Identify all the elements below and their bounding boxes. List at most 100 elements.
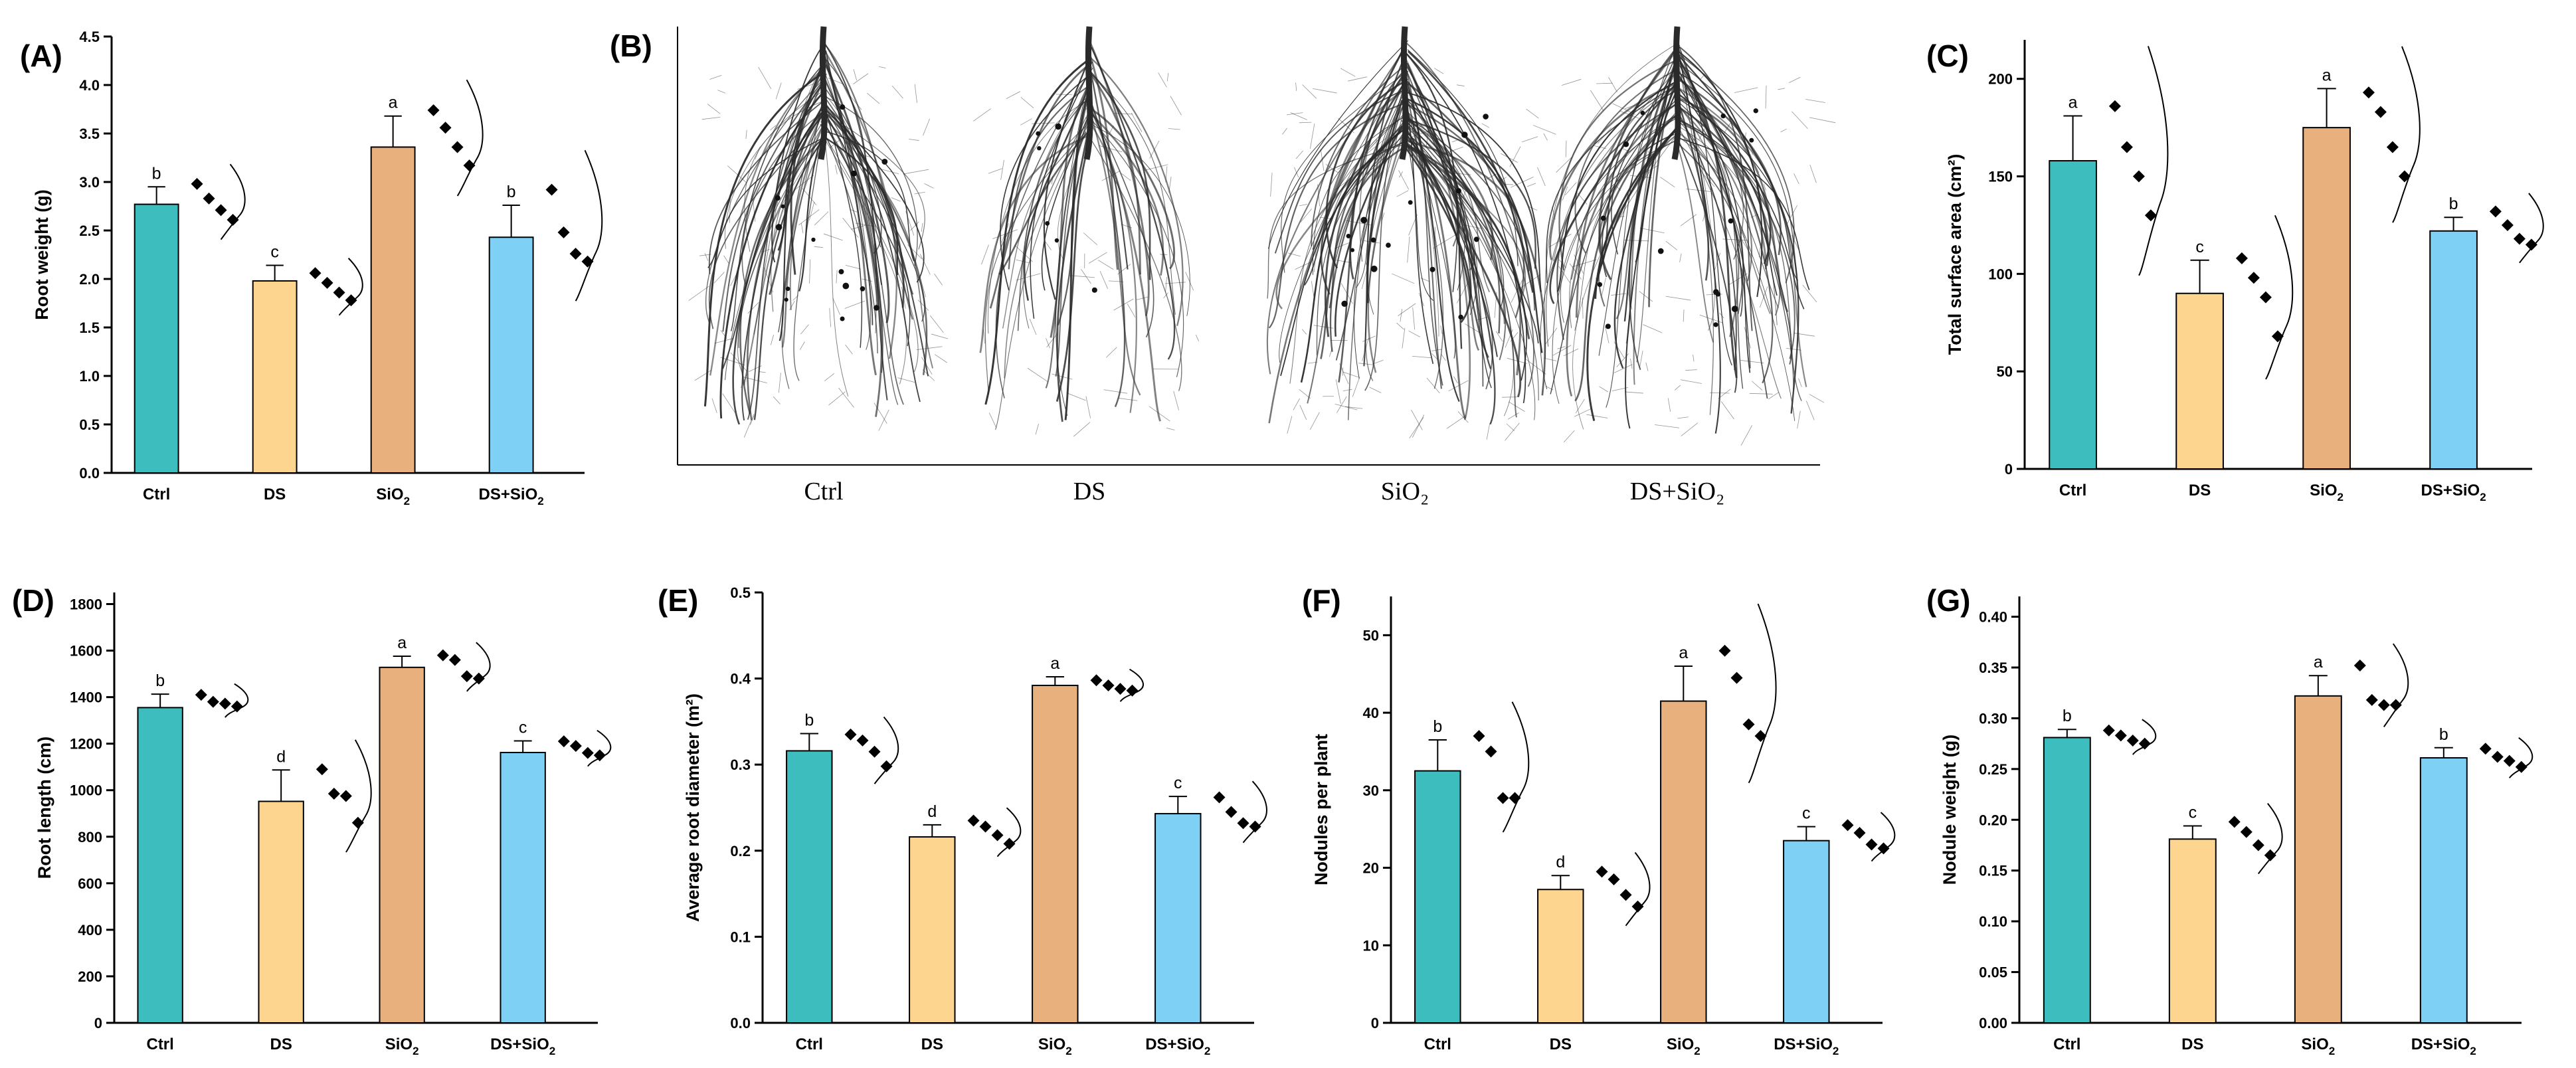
data-point: [2386, 141, 2399, 153]
root-hair: [1510, 332, 1518, 342]
y-tick-label: 50: [1997, 363, 2013, 380]
lateral-root: [823, 116, 933, 369]
root-hair: [1485, 248, 1490, 257]
root-hair: [1665, 296, 1691, 301]
root-hair: [1576, 300, 1581, 323]
root-hair: [1548, 233, 1572, 248]
root-hair: [1069, 275, 1095, 278]
root-hair: [1476, 316, 1489, 321]
data-point: [203, 192, 215, 205]
density-curve: [587, 729, 612, 767]
root-hair: [921, 357, 933, 375]
root-hair: [1334, 241, 1352, 249]
root-hair: [850, 209, 858, 213]
density-curve: [2257, 802, 2283, 875]
root-hair: [701, 117, 721, 120]
lateral-root: [824, 42, 888, 400]
root-hair: [1016, 259, 1030, 264]
root-hair: [1035, 423, 1039, 435]
y-tick-label: 200: [78, 968, 102, 985]
root-hair: [1453, 173, 1471, 175]
density-curve: [874, 716, 899, 784]
nodule: [1640, 110, 1645, 116]
root-hair: [1453, 376, 1458, 384]
y-tick-label: 10: [1363, 937, 1379, 954]
root-hair: [1117, 264, 1131, 275]
root-hair: [1509, 146, 1521, 167]
density-curve: [220, 163, 246, 240]
root-hair: [1624, 391, 1644, 394]
root-hair: [794, 137, 802, 152]
root-hair: [1106, 347, 1117, 358]
root-hair: [829, 139, 841, 149]
significance-letter: b: [2063, 707, 2072, 725]
bar-DS+SiO2: [488, 236, 534, 474]
data-point: [2120, 141, 2133, 153]
root-hair: [1738, 234, 1752, 256]
root-hair: [1121, 173, 1131, 181]
root-hair: [1340, 283, 1353, 304]
root-hair: [930, 315, 944, 333]
bar-Ctrl: [2043, 737, 2091, 1024]
root-hair: [1639, 165, 1659, 176]
panel-label-C: (C): [1926, 39, 1969, 73]
root-hair: [1044, 239, 1052, 250]
lateral-root: [1087, 105, 1141, 396]
x-tick-label-DS+SiO2: DS+SiO2: [1774, 1035, 1839, 1057]
root-hair: [1790, 333, 1792, 342]
root-hair: [714, 337, 734, 344]
root-hair: [1563, 430, 1575, 443]
root-hair: [1749, 393, 1773, 395]
root-hair: [694, 370, 711, 381]
root-hair: [1630, 358, 1633, 369]
data-point: [327, 787, 340, 800]
root-hair: [1412, 414, 1425, 438]
root-hair: [1388, 156, 1392, 163]
root-hair: [1508, 401, 1525, 412]
density-curve: [2519, 193, 2544, 264]
data-point: [1102, 679, 1115, 691]
lateral-root: [1268, 102, 1407, 329]
lateral-root: [1086, 46, 1119, 270]
lateral-root: [1088, 111, 1164, 276]
significance-letter: b: [155, 671, 165, 690]
root-hair: [1592, 145, 1606, 149]
y-tick-label: 0.40: [1979, 609, 2007, 626]
root-hair: [1805, 400, 1815, 420]
bar-DS+SiO2: [1154, 813, 1202, 1024]
root-hair: [1789, 76, 1801, 83]
lateral-root: [1329, 80, 1406, 352]
y-tick-label: 4.0: [79, 77, 100, 94]
lateral-root: [1002, 125, 1087, 329]
bar-DS+SiO2: [500, 751, 546, 1024]
data-point: [1003, 838, 1016, 850]
bar-Ctrl: [2049, 160, 2097, 470]
root-hair: [1797, 410, 1801, 429]
lateral-root: [1030, 66, 1092, 319]
root-hair: [1611, 387, 1629, 392]
root-hair: [688, 286, 709, 301]
root-hair: [1797, 332, 1799, 347]
root-hair: [1702, 213, 1706, 222]
root-hair: [792, 295, 799, 301]
lateral-root: [823, 54, 877, 376]
lateral-root: [824, 64, 890, 323]
root-hair: [723, 255, 729, 264]
root-hair: [835, 165, 838, 175]
root-hair: [988, 412, 997, 428]
root-hair: [1448, 380, 1469, 392]
nodule: [1713, 289, 1719, 295]
root-hair: [1545, 386, 1554, 391]
root-hair: [1693, 354, 1695, 362]
root-hair: [1686, 189, 1711, 192]
y-tick-label: 2.0: [79, 271, 100, 288]
lateral-root: [998, 127, 1093, 275]
data-point: [448, 654, 461, 666]
root-hair: [1286, 112, 1303, 116]
significance-letter: d: [927, 802, 937, 821]
root-hair: [1320, 149, 1325, 171]
nodule: [1731, 306, 1738, 312]
root-hair: [1562, 186, 1568, 201]
root-hair: [1299, 204, 1307, 207]
lateral-root: [1633, 72, 1676, 385]
